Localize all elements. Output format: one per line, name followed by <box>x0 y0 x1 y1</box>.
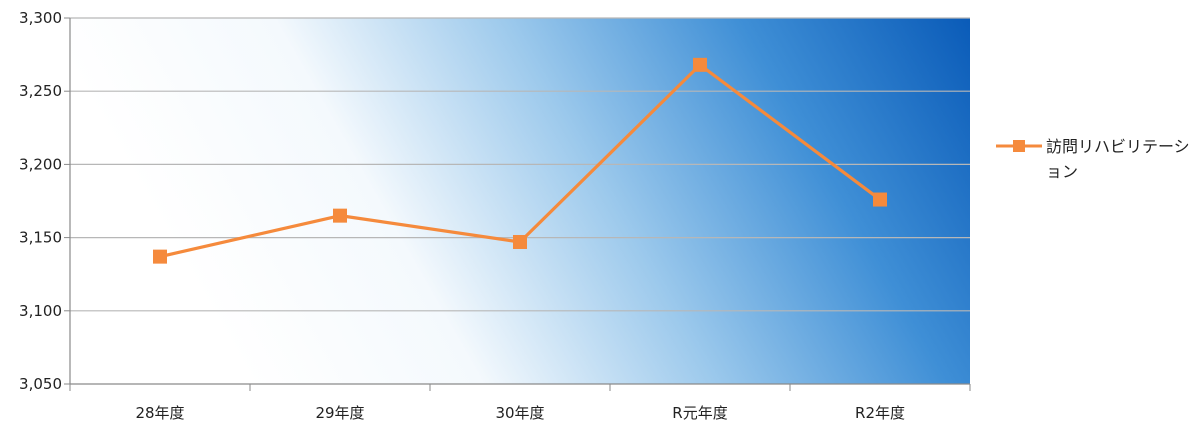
gridlines <box>70 17 970 312</box>
x-tick-label: R2年度 <box>855 404 905 422</box>
legend-label-series-1: 訪問リハビリテーション <box>1046 137 1190 181</box>
y-tick-label: 3,300 <box>19 9 62 27</box>
axes <box>64 17 971 391</box>
y-tick-label: 3,200 <box>19 155 62 173</box>
x-axis-tick-labels: 28年度 29年度 30年度 R元年度 R2年度 <box>135 404 905 422</box>
data-point-marker <box>873 192 887 207</box>
x-tick-label: 28年度 <box>135 404 184 422</box>
x-tick-label: 29年度 <box>315 404 364 422</box>
y-tick-label: 3,100 <box>19 302 62 320</box>
y-tick-label: 3,050 <box>19 375 62 393</box>
data-point-marker <box>693 57 707 72</box>
data-point-marker <box>333 208 347 223</box>
plot-area-background <box>70 18 970 384</box>
data-point-marker <box>513 234 527 249</box>
legend-line-marker-icon <box>996 140 1042 152</box>
x-tick-label: 30年度 <box>495 404 544 422</box>
y-tick-label: 3,250 <box>19 82 62 100</box>
x-tick-label: R元年度 <box>672 404 727 422</box>
y-tick-label: 3,150 <box>19 229 62 247</box>
data-point-marker <box>153 249 167 264</box>
y-axis-tick-labels: 3,050 3,100 3,150 3,200 3,250 3,300 <box>19 9 62 393</box>
series-layer <box>153 57 887 264</box>
